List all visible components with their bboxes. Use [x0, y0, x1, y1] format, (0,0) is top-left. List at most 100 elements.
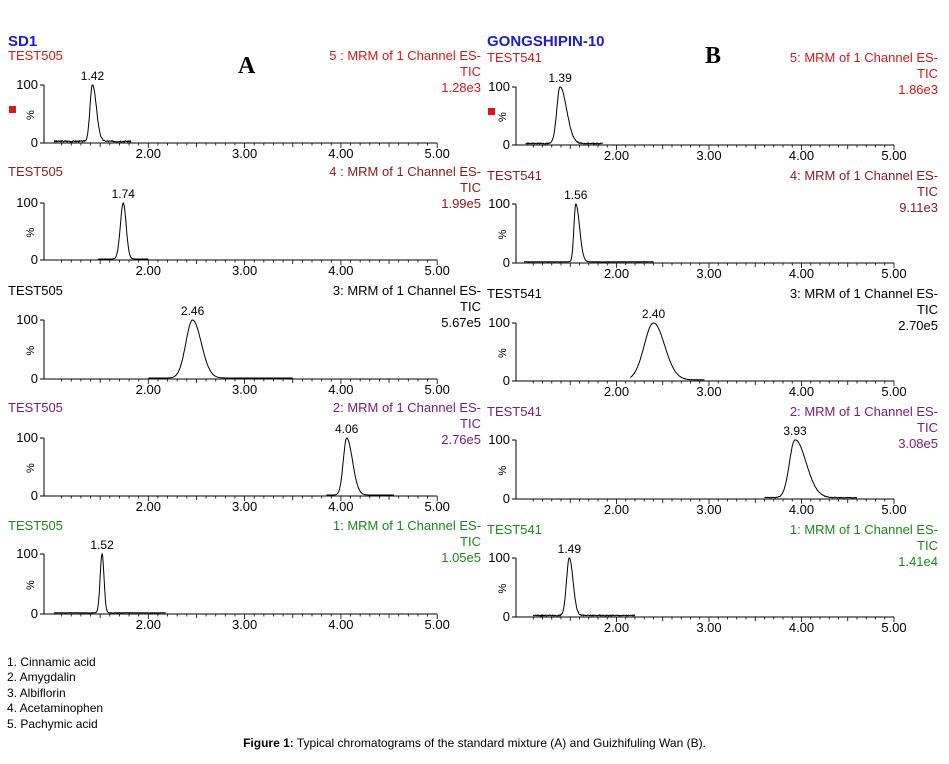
x-tick-label: 4.00: [789, 266, 814, 281]
y-tick-label: 100: [488, 432, 510, 447]
y-tick-label: 100: [488, 79, 510, 94]
x-tick-label: 3.00: [696, 620, 721, 635]
y-tick-label: 0: [503, 609, 510, 624]
x-tick-label: 4.00: [789, 620, 814, 635]
tic-label: TIC: [917, 184, 938, 199]
trace-sample-label: TEST541: [487, 286, 542, 301]
x-tick-label: 3.00: [696, 502, 721, 517]
x-tick-label: 2.00: [136, 382, 161, 397]
trace-sample-label: TEST505: [8, 518, 63, 533]
tic-label: TIC: [917, 538, 938, 553]
y-tick-label: 100: [16, 430, 38, 445]
x-tick-label: 4.00: [789, 384, 814, 399]
x-tick-label: 2.00: [604, 266, 629, 281]
peak-label: 3.93: [783, 424, 807, 438]
y-axis-label: %: [497, 230, 509, 240]
y-tick-label: 100: [16, 77, 38, 92]
chromatogram-trace: [532, 557, 636, 618]
x-tick-label: 4.00: [789, 148, 814, 163]
chromatogram-trace: [523, 203, 654, 263]
peak-label: 1.56: [564, 188, 588, 202]
legend-item: 2. Amygdalin: [7, 670, 76, 685]
tic-label: TIC: [460, 299, 481, 314]
trace-sample-label: TEST505: [8, 400, 63, 415]
trace-sample-label: TEST505: [8, 283, 63, 298]
channel-label: 2: MRM of 1 Channel ES-: [333, 400, 481, 415]
caption-label: Figure 1:: [243, 736, 294, 750]
x-tick-label: 2.00: [136, 617, 161, 632]
y-tick-label: 0: [31, 252, 38, 267]
trace-sample-label: TEST505: [8, 48, 63, 63]
y-tick-label: 0: [31, 135, 38, 150]
tic-label: TIC: [917, 302, 938, 317]
compound-legend: 1. Cinnamic acid 2. Amygdalin 3. Albiflo…: [7, 655, 103, 732]
tic-label: TIC: [460, 534, 481, 549]
x-tick-label: 2.00: [604, 620, 629, 635]
channel-label: 2: MRM of 1 Channel ES-: [790, 404, 938, 419]
peak-label: 1.52: [90, 538, 114, 552]
intensity-label: 5.67e5: [441, 315, 481, 330]
marker-square: [9, 106, 16, 113]
chromatogram-trace: [525, 86, 603, 145]
x-tick-label: 4.00: [328, 146, 353, 161]
trace-sample-label: TEST541: [487, 404, 542, 419]
y-axis-label: %: [25, 346, 37, 356]
y-tick-label: 100: [488, 315, 510, 330]
intensity-label: 9.11e3: [899, 200, 938, 215]
x-tick-label: 5.00: [425, 617, 450, 632]
y-axis-label: %: [25, 463, 37, 473]
y-axis-label: %: [497, 348, 509, 358]
sample-title: SD1: [8, 33, 37, 50]
chromatogram-trace: [148, 319, 293, 379]
trace-row-ch4: TEST505 4 : MRM of 1 Channel ES-TIC1.99e5…: [8, 164, 481, 278]
y-tick-label: 0: [503, 255, 510, 270]
sample-title: GONGSHIPIN-10: [487, 33, 605, 50]
tic-label: TIC: [917, 420, 938, 435]
intensity-label: 1.86e3: [898, 82, 938, 97]
legend-item: 1. Cinnamic acid: [7, 655, 96, 669]
x-tick-label: 3.00: [232, 617, 257, 632]
y-tick-label: 100: [488, 196, 510, 211]
peak-label: 1.74: [112, 187, 136, 201]
peak-label: 1.42: [81, 69, 105, 83]
x-tick-label: 2.00: [604, 148, 629, 163]
y-tick-label: 0: [503, 491, 510, 506]
figure-caption: Figure 1: Typical chromatograms of the s…: [0, 736, 949, 750]
y-tick-label: 100: [488, 550, 510, 565]
tic-label: TIC: [460, 416, 481, 431]
intensity-label: 3.08e5: [898, 436, 938, 451]
x-tick-label: 5.00: [425, 146, 450, 161]
x-tick-label: 4.00: [328, 617, 353, 632]
x-tick-label: 5.00: [881, 148, 906, 163]
channel-label: 3: MRM of 1 Channel ES-: [790, 286, 938, 301]
y-tick-label: 100: [16, 195, 38, 210]
x-tick-label: 3.00: [232, 146, 257, 161]
x-tick-label: 4.00: [328, 263, 353, 278]
intensity-label: 1.05e5: [441, 550, 481, 565]
x-tick-label: 5.00: [881, 266, 906, 281]
x-tick-label: 5.00: [425, 263, 450, 278]
y-axis-label: %: [497, 466, 509, 476]
x-tick-label: 3.00: [696, 384, 721, 399]
trace-sample-label: TEST541: [487, 168, 542, 183]
chromatogram-trace: [630, 322, 705, 381]
channel-label: 5 : MRM of 1 Channel ES-: [329, 48, 481, 63]
channel-label: 1: MRM of 1 Channel ES-: [790, 522, 938, 537]
chromatogram-trace: [53, 552, 166, 614]
intensity-label: 1.28e3: [441, 80, 481, 95]
x-tick-label: 2.00: [136, 263, 161, 278]
panel-letter: B: [705, 43, 721, 69]
x-tick-label: 3.00: [232, 382, 257, 397]
x-tick-label: 5.00: [425, 382, 450, 397]
intensity-label: 1.41e4: [898, 554, 938, 569]
intensity-label: 2.70e5: [898, 318, 938, 333]
tic-label: TIC: [917, 66, 938, 81]
x-tick-label: 3.00: [232, 263, 257, 278]
intensity-label: 2.76e5: [441, 432, 481, 447]
